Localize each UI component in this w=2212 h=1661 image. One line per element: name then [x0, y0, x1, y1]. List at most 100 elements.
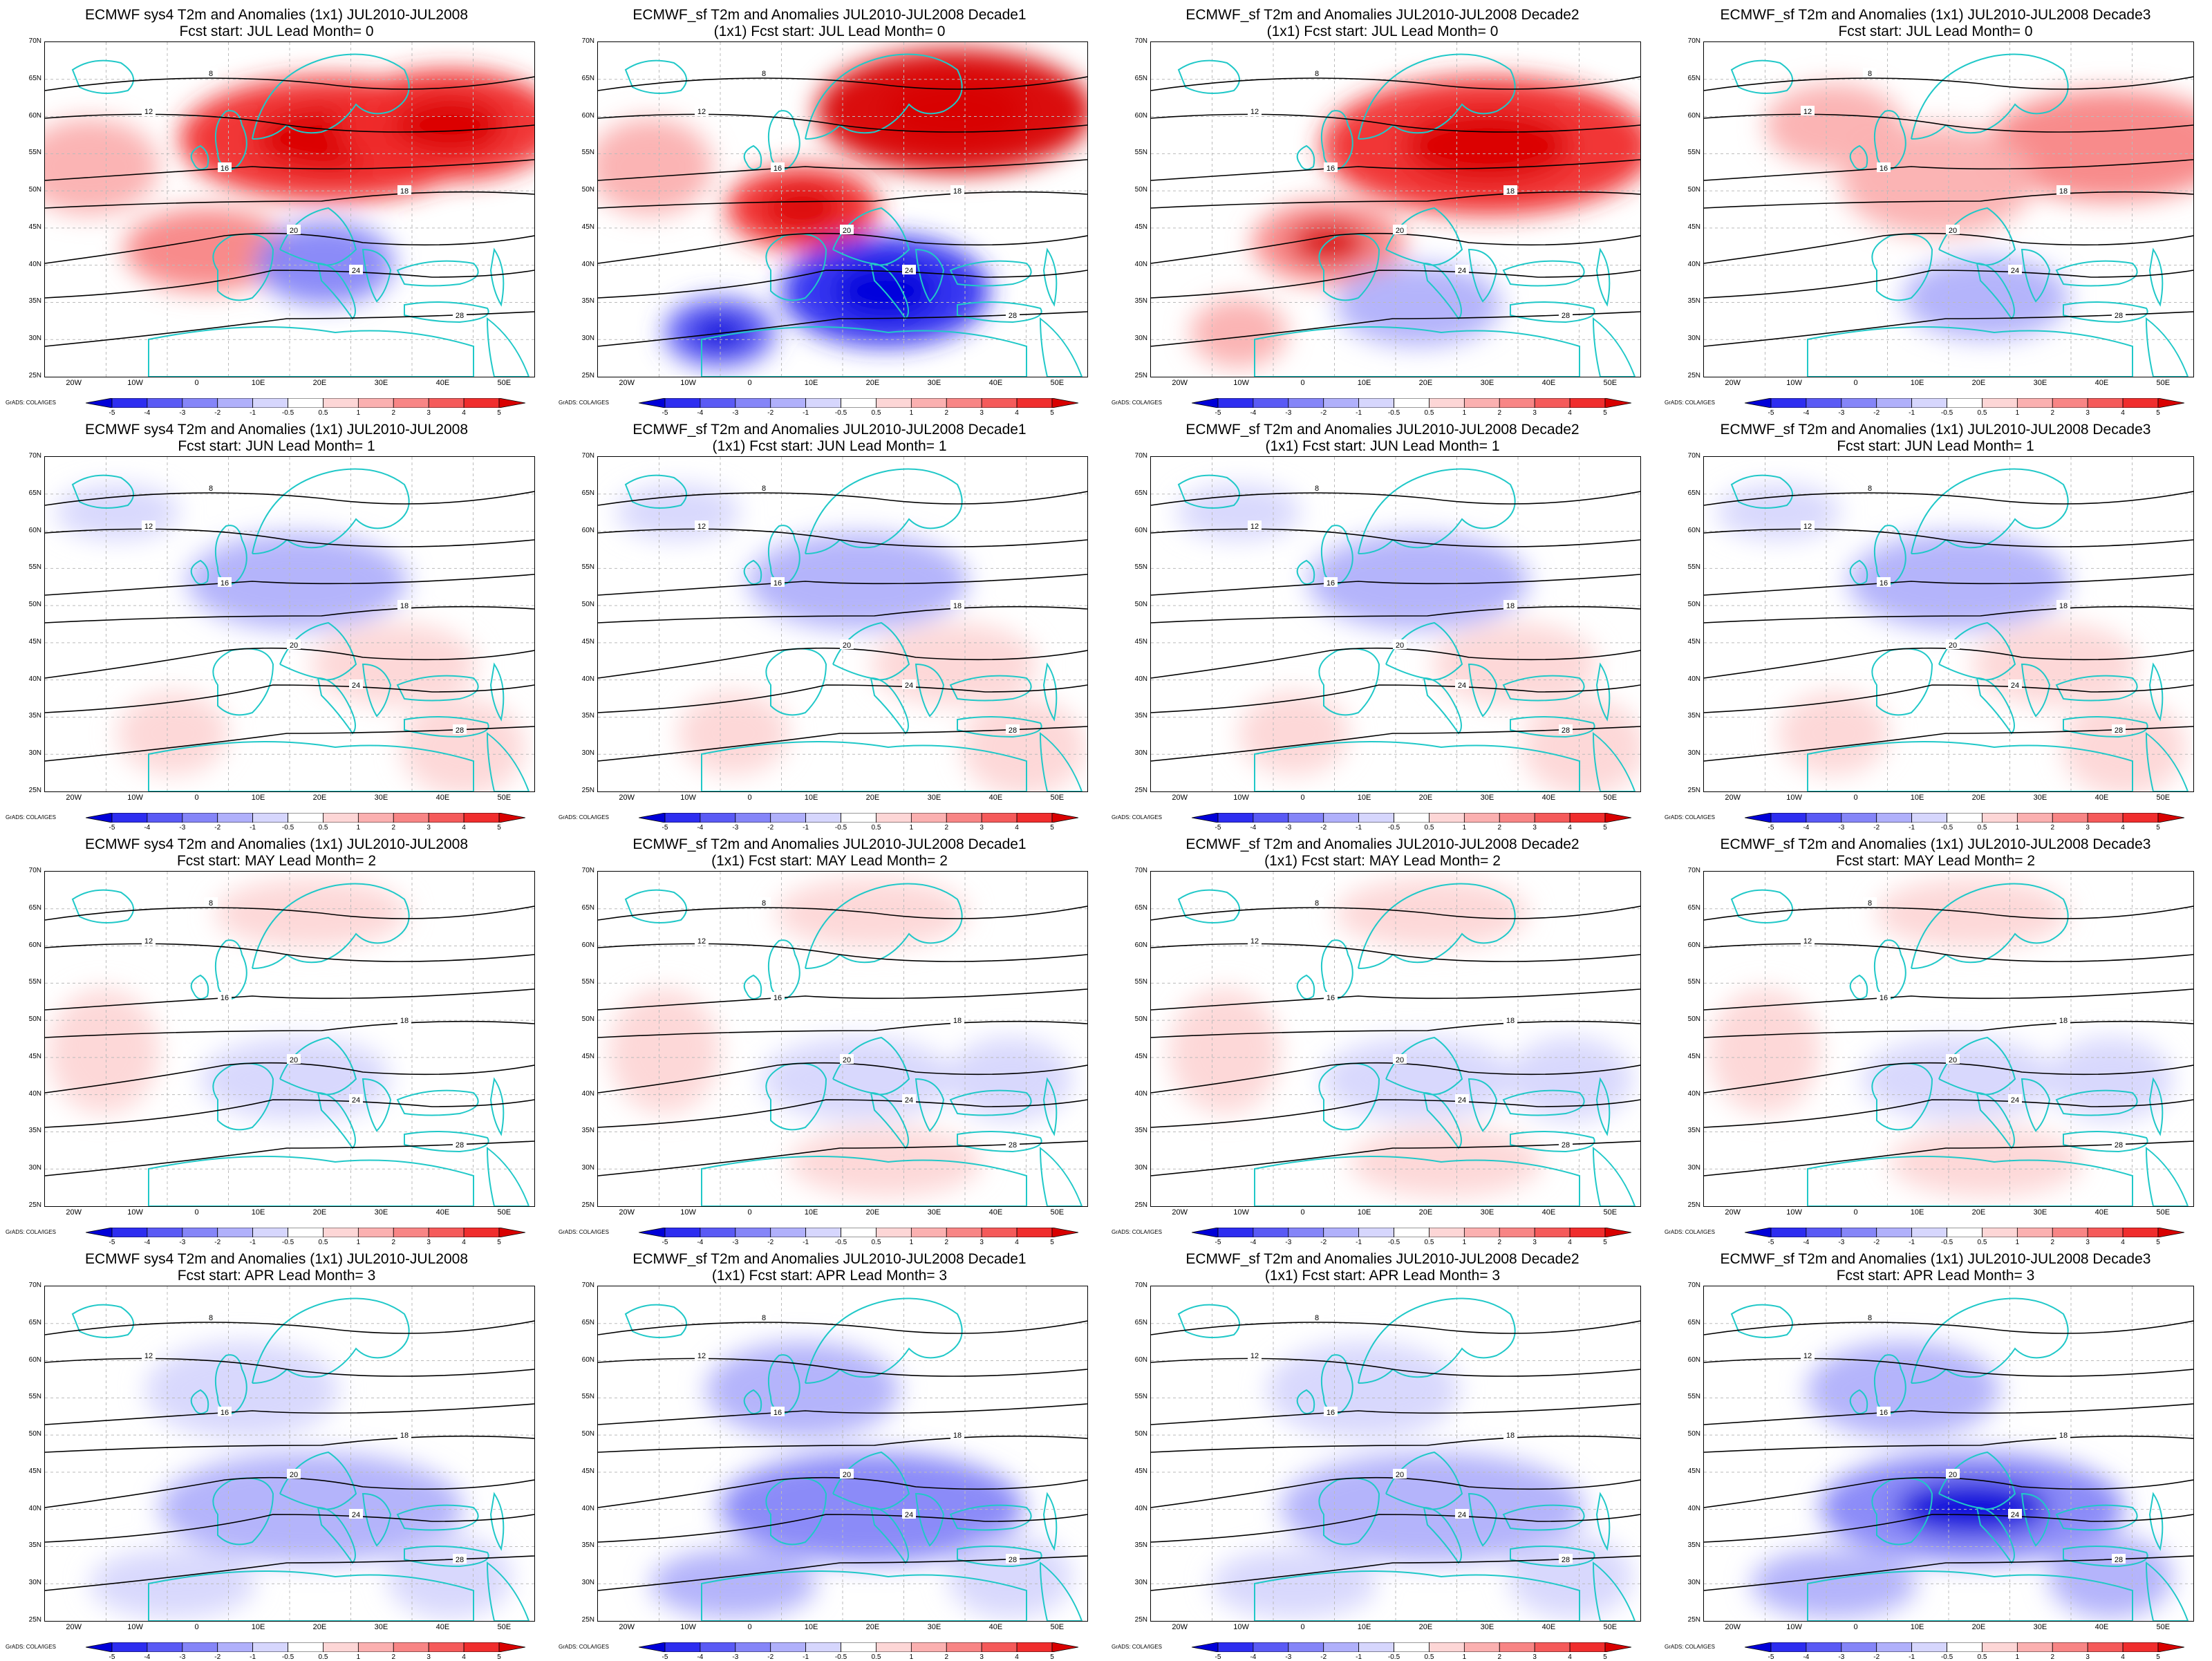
isotherm-label-bg — [218, 992, 232, 1002]
coastline — [1730, 1304, 1793, 1338]
lat-label: 25N — [1134, 372, 1147, 379]
colorbar-tick-label: -2 — [767, 409, 774, 417]
coastline — [71, 1304, 134, 1338]
coastline — [396, 1089, 479, 1116]
coastline — [1976, 677, 2015, 735]
panel-title: ECMWF_sf T2m and Anomalies JUL2010-JUL20… — [632, 422, 1027, 438]
isotherm-line — [1151, 1020, 1640, 1038]
map-svg: 8 12 16 18 20 24 28 — [1151, 1286, 1640, 1621]
lon-label: 20W — [1172, 379, 1188, 387]
colorbar-swatch — [147, 813, 183, 823]
coastline — [486, 1146, 530, 1206]
isotherm-label-bg — [950, 1429, 964, 1439]
colorbar-tick-label: 2 — [944, 409, 949, 417]
isotherm-label: 24 — [352, 1096, 360, 1105]
colorbar-tick-label: -3 — [1838, 1239, 1845, 1246]
colorbar-tick-label: -5 — [109, 1653, 115, 1661]
isotherm-label-bg — [1503, 1429, 1517, 1439]
coastline — [1423, 262, 1462, 320]
coastline — [1318, 233, 1380, 301]
isotherm-label: 24 — [905, 267, 913, 275]
colorbar-tick-label: 1 — [2015, 824, 2020, 832]
lon-label: 10W — [127, 1623, 143, 1631]
coastline — [1807, 1156, 2133, 1206]
coastline — [1510, 1131, 1595, 1153]
lon-label: 50E — [2156, 379, 2171, 387]
lon-label: 10E — [1357, 379, 1371, 387]
isotherm-label: 16 — [221, 994, 229, 1002]
isotherm-label: 24 — [1458, 682, 1466, 690]
coastline — [1177, 889, 1240, 923]
colorbar-arrow-low — [1745, 813, 1772, 823]
isotherm-label-bg — [2008, 1094, 2022, 1104]
colorbar-arrow-high — [1051, 398, 1078, 408]
lon-label: 0 — [194, 1623, 199, 1631]
lon-label: 30E — [927, 794, 941, 802]
coastline — [2021, 248, 2051, 303]
lat-label: 70N — [581, 1282, 594, 1289]
lat-label: 40N — [1687, 260, 1700, 268]
coastline — [1502, 260, 1585, 287]
colorbar-tick-label: -3 — [1285, 409, 1292, 417]
map-plot-area: 8 12 16 18 20 24 28 — [44, 456, 535, 792]
lat-label: 60N — [28, 941, 41, 949]
coastline — [190, 559, 209, 585]
isotherm-label-bg — [1006, 1139, 1020, 1149]
colorbar-swatch — [2052, 813, 2088, 823]
isotherm-label-bg — [902, 265, 916, 274]
lon-label: 0 — [1853, 1208, 1858, 1217]
anomaly-region — [1322, 1038, 1515, 1120]
lat-label: 65N — [581, 903, 594, 912]
colorbar-tick-label: -5 — [1215, 1239, 1221, 1246]
anomaly-field — [650, 1342, 1072, 1618]
colorbar-swatch — [700, 813, 736, 823]
colorbar-swatch — [1016, 1642, 1053, 1652]
lon-label: 10E — [1910, 379, 1924, 387]
coastline — [1177, 59, 1240, 94]
colorbar-swatch — [1499, 398, 1535, 408]
colorbar-tick-label: 2 — [2050, 1239, 2055, 1246]
isotherm-label-bg — [453, 310, 467, 319]
lat-label: 30N — [581, 749, 594, 758]
colorbar-swatch — [1806, 1228, 1842, 1237]
isotherm-label-bg — [902, 1094, 916, 1104]
coastline — [1510, 301, 1595, 323]
lat-label: 35N — [28, 1127, 41, 1135]
lat-label: 30N — [581, 1164, 594, 1172]
panel-title: ECMWF sys4 T2m and Anomalies (1x1) JUL20… — [84, 7, 468, 23]
map-plot-area: 8 12 16 18 20 24 28 — [1703, 1286, 2194, 1622]
lat-label: 60N — [28, 526, 41, 534]
isotherm-line — [598, 988, 1087, 1011]
isotherm-line — [598, 1099, 1087, 1128]
colorbar-swatch — [147, 398, 183, 408]
lon-label: 10W — [1233, 1208, 1249, 1217]
lon-label: 40E — [988, 794, 1003, 802]
coastline — [1976, 1091, 2015, 1149]
colorbar-tick-label: 0.5 — [318, 409, 328, 417]
colorbar-tick-label: -2 — [1320, 1239, 1327, 1246]
lat-label: 50N — [1134, 1430, 1147, 1438]
isotherm-label: 28 — [1562, 1141, 1570, 1149]
colorbar-tick-label: -0.5 — [1387, 1653, 1400, 1661]
colorbar-tick-label: -2 — [1873, 1653, 1880, 1661]
lat-label: 40N — [1687, 675, 1700, 683]
isotherm-label: 18 — [953, 187, 962, 196]
isotherm-label: 8 — [762, 70, 766, 78]
isotherm-line — [1704, 1435, 2193, 1453]
lat-label: 25N — [1134, 787, 1147, 794]
isotherm-label-bg — [1393, 639, 1407, 649]
isotherm-label: 24 — [2011, 1511, 2019, 1519]
isotherm-line — [598, 905, 1087, 921]
anomaly-region — [1972, 623, 2138, 706]
isotherm-label: 8 — [1315, 1314, 1319, 1322]
anomaly-core — [1291, 222, 1367, 263]
coastline — [701, 1570, 1027, 1621]
colorbar-swatch — [1288, 1228, 1324, 1237]
isotherm-label-bg — [757, 897, 771, 907]
isotherm-line — [45, 113, 534, 133]
colorbar — [1192, 1642, 1631, 1652]
anomaly-region — [1986, 91, 2193, 201]
isotherm-label-bg — [2112, 724, 2126, 734]
colorbar-tick-label: 3 — [427, 1653, 431, 1661]
colorbar-tick-label: -2 — [767, 824, 774, 832]
